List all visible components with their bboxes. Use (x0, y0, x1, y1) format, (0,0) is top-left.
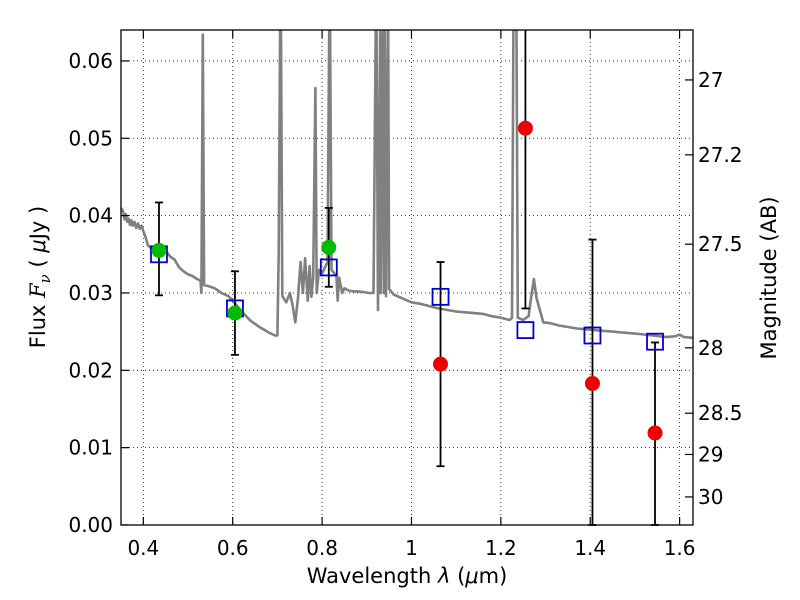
detection-point (151, 242, 167, 258)
y2-tick-label: 27 (698, 68, 723, 92)
y-tick-label: 0.01 (68, 436, 113, 460)
x-tick-label: 1 (405, 536, 418, 560)
detection-point (321, 239, 337, 255)
y2-axis-label: Magnitude (AB) (757, 196, 781, 359)
detection-point (227, 305, 243, 321)
x-tick-label: 1.6 (664, 536, 696, 560)
model-flux-square (516, 321, 535, 339)
y-tick-label: 0.02 (68, 358, 113, 382)
plot-background (121, 30, 693, 525)
y-axis-ticks: 0.00 0.01 0.02 0.03 0.04 0.05 0.06 (68, 49, 129, 537)
model-flux-square (646, 332, 664, 351)
x-axis-label: Wavelength λ (μm) (307, 564, 508, 588)
low-significance-point (517, 120, 533, 136)
x-tick-label: 1.2 (485, 536, 517, 560)
y-tick-label: 0.05 (68, 126, 113, 150)
x-axis-ticks: 0.4 0.6 0.8 1 1.2 1.4 1.6 (127, 30, 696, 560)
low-significance-point (584, 375, 600, 391)
x-tick-label: 0.6 (217, 536, 249, 560)
y-axis-label: Flux Fν ( μJy ) (26, 206, 54, 348)
y2-tick-label: 30 (698, 485, 723, 509)
plot-area (121, 30, 693, 340)
data-markers (150, 120, 664, 441)
x-tick-label: 1.4 (574, 536, 606, 560)
x-tick-label: 0.4 (127, 536, 159, 560)
y2-axis-ticks: 27 27.2 27.5 28 28.5 29 30 (685, 68, 743, 509)
plot-frame (120, 29, 694, 526)
model-flux-square (431, 287, 450, 306)
y2-tick-label: 27.5 (698, 232, 743, 256)
y-tick-label: 0.03 (68, 281, 113, 305)
x-tick-label: 0.8 (306, 536, 338, 560)
template-spectrum-line (121, 30, 693, 340)
low-significance-point (647, 425, 663, 441)
y-tick-label: 0.00 (68, 513, 113, 537)
y2-tick-label: 29 (698, 442, 723, 466)
y2-tick-label: 28 (698, 336, 723, 360)
y2-tick-label: 27.2 (698, 143, 743, 167)
model-flux-square (319, 258, 338, 277)
model-flux-square (583, 326, 602, 345)
y2-tick-label: 28.5 (698, 401, 743, 425)
y-tick-label: 0.04 (68, 204, 113, 228)
low-significance-point (433, 356, 449, 372)
y-tick-label: 0.06 (68, 49, 113, 73)
